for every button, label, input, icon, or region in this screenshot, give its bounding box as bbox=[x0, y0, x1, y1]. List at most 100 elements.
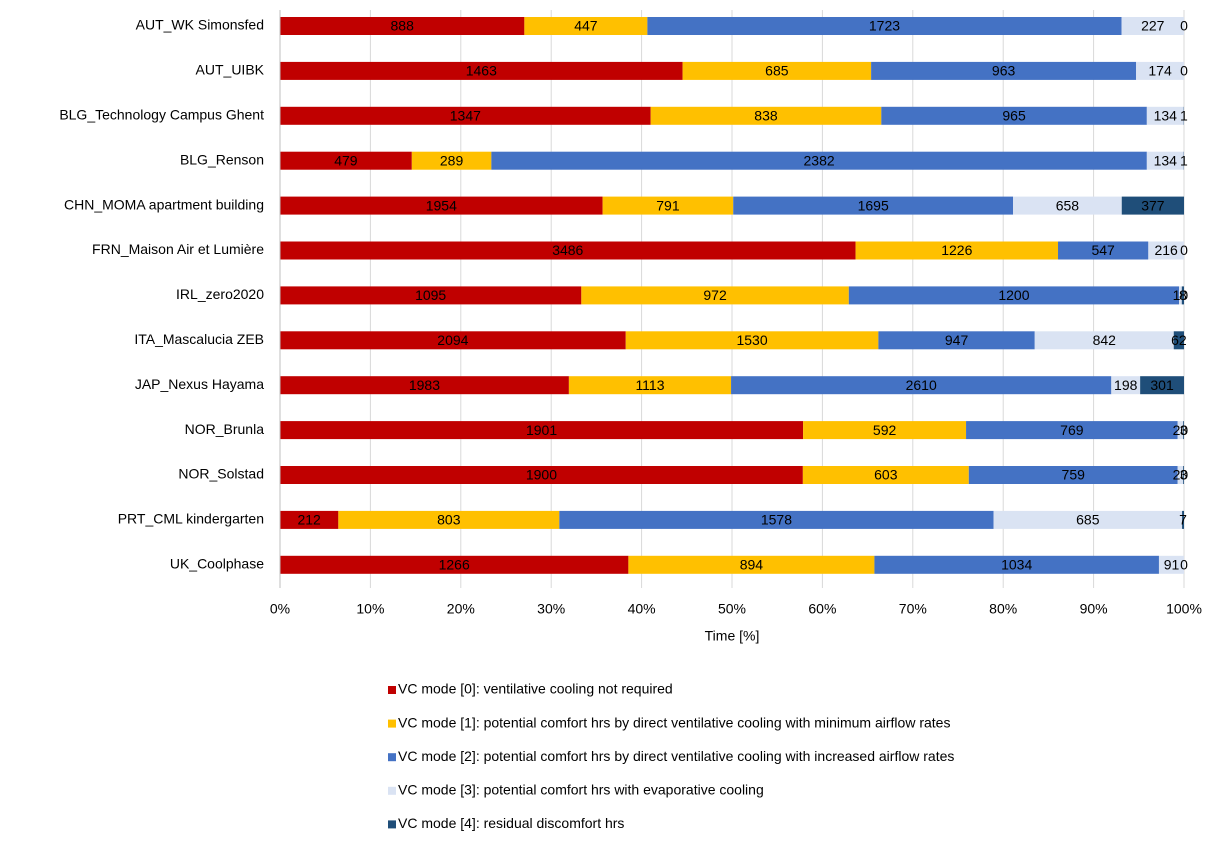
bar-segment bbox=[280, 421, 804, 440]
x-tick-label: 40% bbox=[628, 601, 656, 617]
data-label: 963 bbox=[992, 63, 1016, 79]
bar-segment bbox=[524, 17, 648, 35]
data-label: 3 bbox=[1180, 422, 1188, 438]
bar-segment bbox=[848, 286, 1180, 305]
data-label: 658 bbox=[1056, 197, 1080, 213]
bar-segment bbox=[802, 466, 969, 484]
data-label: 1954 bbox=[426, 197, 457, 213]
data-label: 972 bbox=[703, 287, 727, 303]
bar-segment bbox=[602, 196, 734, 215]
y-tick-label: CHN_MOMA apartment building bbox=[64, 196, 264, 212]
data-label: 62 bbox=[1171, 332, 1187, 348]
bar-segment bbox=[1182, 510, 1184, 529]
bar-segment bbox=[1121, 17, 1184, 35]
bar-segment bbox=[280, 376, 569, 395]
data-label: 965 bbox=[1002, 108, 1026, 124]
y-tick-label: BLG_Technology Campus Ghent bbox=[59, 107, 264, 123]
data-label: 1266 bbox=[439, 557, 470, 573]
legend-label: VC mode [2]: potential comfort hrs by di… bbox=[398, 748, 954, 764]
data-label: 547 bbox=[1091, 242, 1115, 258]
bar-segment bbox=[1183, 466, 1184, 484]
data-label: 947 bbox=[945, 332, 969, 348]
bar-segment bbox=[733, 196, 1014, 215]
bar-segment bbox=[878, 331, 1035, 350]
bar-segment bbox=[650, 106, 882, 125]
y-tick-label: PRT_CML kindergarten bbox=[118, 511, 264, 527]
bar-segment bbox=[1173, 331, 1184, 350]
bar-segment bbox=[559, 510, 994, 529]
data-label: 91 bbox=[1164, 557, 1180, 573]
bar-segment bbox=[1146, 151, 1184, 170]
data-label: 2094 bbox=[437, 332, 468, 348]
data-label: 2610 bbox=[906, 377, 937, 393]
data-label: 842 bbox=[1093, 332, 1117, 348]
data-label: 1 bbox=[1180, 152, 1188, 168]
bar-segment bbox=[682, 61, 872, 80]
bar-segment bbox=[855, 241, 1059, 260]
bar-segment bbox=[280, 510, 339, 529]
legend-label: VC mode [4]: residual discomfort hrs bbox=[398, 815, 624, 831]
bar-segment bbox=[338, 510, 560, 529]
data-label: 301 bbox=[1150, 377, 1174, 393]
data-label: 216 bbox=[1154, 242, 1178, 258]
x-tick-label: 0% bbox=[270, 601, 290, 617]
y-tick-label: IRL_zero2020 bbox=[176, 286, 264, 302]
data-label: 20 bbox=[1173, 467, 1189, 483]
bar-segment bbox=[993, 510, 1183, 529]
data-label: 3 bbox=[1180, 467, 1188, 483]
data-label: 212 bbox=[297, 512, 321, 528]
data-label: 479 bbox=[334, 152, 358, 168]
data-label: 0 bbox=[1180, 18, 1188, 34]
bar-segment bbox=[968, 466, 1178, 484]
data-label: 134 bbox=[1154, 152, 1178, 168]
data-label: 198 bbox=[1114, 377, 1138, 393]
bar-segment bbox=[881, 106, 1147, 125]
data-label: 447 bbox=[574, 18, 598, 34]
bar-segment bbox=[1058, 241, 1149, 260]
data-label: 227 bbox=[1141, 18, 1165, 34]
x-tick-label: 70% bbox=[899, 601, 927, 617]
legend-swatch bbox=[388, 753, 396, 762]
x-tick-label: 100% bbox=[1166, 601, 1202, 617]
bar-segment bbox=[1146, 106, 1184, 125]
bar-segment bbox=[625, 331, 879, 350]
y-tick-label: UK_Coolphase bbox=[170, 556, 264, 572]
bar-segment bbox=[1148, 241, 1184, 260]
data-label: 289 bbox=[440, 152, 464, 168]
bar-segment bbox=[1181, 286, 1184, 305]
data-label: 0 bbox=[1180, 242, 1188, 258]
data-label: 2382 bbox=[804, 152, 835, 168]
bar-segment bbox=[1177, 466, 1184, 484]
bar-segment bbox=[1111, 376, 1141, 395]
y-tick-label: AUT_UIBK bbox=[196, 62, 265, 78]
bar-segment bbox=[1179, 286, 1182, 305]
bar-segment bbox=[1140, 376, 1184, 395]
bar-segment bbox=[568, 376, 732, 395]
bar-segment bbox=[1034, 331, 1174, 350]
data-label: 803 bbox=[437, 512, 461, 528]
data-label: 1983 bbox=[409, 377, 440, 393]
bar-segment bbox=[1136, 61, 1184, 80]
y-tick-label: FRN_Maison Air et Lumière bbox=[92, 241, 264, 257]
data-label: 888 bbox=[391, 18, 415, 34]
x-tick-label: 50% bbox=[718, 601, 746, 617]
y-tick-label: BLG_Renson bbox=[180, 151, 264, 167]
x-tick-label: 80% bbox=[989, 601, 1017, 617]
x-tick-label: 20% bbox=[447, 601, 475, 617]
bar-segment bbox=[803, 421, 967, 440]
legend-label: VC mode [1]: potential comfort hrs by di… bbox=[398, 714, 950, 730]
data-label: 377 bbox=[1141, 197, 1165, 213]
data-label: 759 bbox=[1062, 467, 1086, 483]
bar-segment bbox=[628, 555, 875, 574]
bar-segment bbox=[1013, 196, 1122, 215]
bar-segment bbox=[874, 555, 1159, 574]
data-label: 1113 bbox=[635, 377, 664, 393]
data-label: 7 bbox=[1179, 512, 1187, 528]
bar-segment bbox=[491, 151, 1147, 170]
bar-segment bbox=[280, 151, 412, 170]
data-label: 3486 bbox=[552, 242, 583, 258]
data-label: 685 bbox=[1076, 512, 1100, 528]
data-label: 20 bbox=[1173, 422, 1189, 438]
data-label: 1226 bbox=[941, 242, 972, 258]
